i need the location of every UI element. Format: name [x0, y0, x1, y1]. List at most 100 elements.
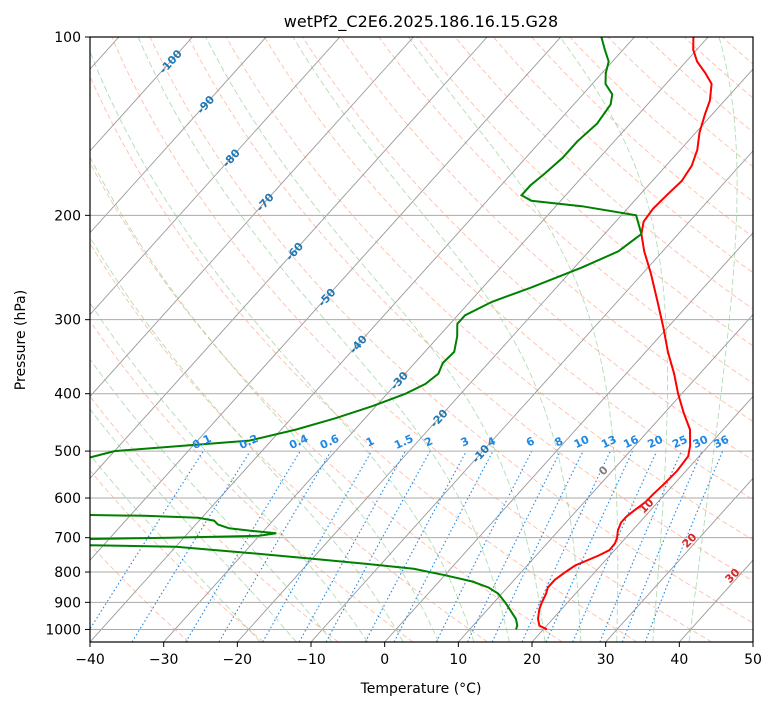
y-tick-label: 200: [54, 208, 81, 224]
mixing-ratio-label: 0.4: [287, 432, 310, 452]
mixing-ratio-line: [298, 450, 406, 642]
moist-adiabat: [137, 37, 510, 642]
chart-title: wetPf2_C2E6.2025.186.16.15.G28: [284, 12, 558, 32]
x-tick-label: −20: [223, 652, 253, 668]
moist-adiabat: [90, 236, 404, 642]
plot-area: -100-90-80-70-60-50-40-30-20-100.1 0.2 0.4…: [90, 37, 775, 642]
x-tick-label: 30: [597, 652, 615, 668]
mixing-ratio-line: [621, 450, 703, 642]
y-tick-label: 700: [54, 531, 81, 547]
mixing-ratio-label: 8: [553, 434, 565, 449]
dry-adiabat: [264, 37, 753, 501]
plot-frame: [89, 36, 754, 643]
isotherm-line: [384, 232, 753, 642]
mixing-ratio-label: 16: [621, 433, 641, 451]
x-tick-label: 50: [744, 652, 762, 668]
dry-adiabat: [149, 37, 753, 624]
moist-adiabat: [688, 37, 738, 642]
mixing-ratio-label: 10: [572, 433, 592, 451]
temperature-profile: [536, 37, 713, 631]
y-tick-label: 600: [54, 491, 81, 507]
moist-adiabat: [90, 302, 369, 642]
dry-adiabat: [761, 37, 775, 642]
mixing-ratio-line: [90, 450, 204, 630]
moist-adiabat: [90, 408, 297, 642]
y-tick-label: 300: [54, 313, 81, 329]
isotherm-line: [90, 37, 193, 152]
y-tick-label: 100: [54, 30, 81, 46]
mixing-ratio-label: 6: [524, 434, 537, 449]
isotherm-line: [236, 68, 753, 642]
mixing-ratio-line: [131, 450, 251, 642]
moist-adiabat: [90, 454, 261, 642]
dry-adiabat: [90, 469, 264, 642]
isotherm-line: [90, 37, 341, 316]
dry-adiabat: [531, 37, 753, 238]
moist-adiabat: [90, 156, 439, 642]
x-tick-label: −30: [149, 652, 179, 668]
mixing-ratio-line: [364, 450, 467, 642]
dry-adiabat: [569, 37, 753, 203]
y-tick-label: 900: [54, 595, 81, 611]
isotherm-line: [90, 37, 488, 479]
mixing-ratio-line: [185, 450, 301, 642]
mixing-ratio-line: [325, 450, 431, 642]
moist-adiabat: [559, 37, 668, 642]
mixing-ratio-label: 30: [691, 433, 711, 451]
dry-adiabat: [454, 37, 753, 310]
isotherm-line: [163, 37, 709, 642]
moist-adiabat: [292, 37, 582, 642]
isotherm-line: [90, 37, 562, 561]
mixing-ratio-label: 20: [646, 433, 666, 451]
mixing-ratio-label: 0.2: [237, 432, 260, 452]
x-tick-label: −40: [75, 652, 105, 668]
isotherm-label: -100: [157, 47, 185, 76]
isotherm-line: [605, 477, 753, 642]
mixing-ratio-label: 1.5: [392, 432, 415, 452]
mixing-ratio-line: [491, 450, 584, 642]
dry-adiabat: [378, 37, 753, 384]
mixing-ratio-line: [644, 450, 724, 642]
y-tick-label: 500: [54, 444, 81, 460]
isotherm-line: [457, 313, 753, 642]
mixing-ratio-line: [572, 450, 658, 642]
y-tick-label: 1000: [45, 622, 81, 638]
dry-adiabat: [187, 37, 753, 582]
isotherm-line: [678, 559, 753, 642]
moist-adiabat: [90, 358, 333, 642]
mixing-ratio-label: 13: [599, 433, 618, 451]
dry-adiabat: [302, 37, 753, 461]
mixing-ratio-line: [521, 450, 611, 642]
dry-adiabat: [90, 395, 339, 642]
dry-adiabat: [225, 37, 753, 541]
x-axis-label: Temperature (°C): [360, 681, 482, 697]
moist-adiabat: [90, 50, 475, 642]
x-tick-label: 20: [523, 652, 541, 668]
y-axis-label: Pressure (hPa): [13, 290, 29, 390]
moist-adiabat: [408, 37, 619, 642]
y-tick-label: 400: [54, 387, 81, 403]
dry-adiabat: [90, 75, 638, 642]
x-tick-label: 0: [380, 652, 389, 668]
isotherm-line: [90, 37, 635, 642]
y-tick-label: 800: [54, 565, 81, 581]
dry-adiabat: [683, 37, 753, 99]
isotherm-line: [531, 395, 753, 642]
mixing-ratio-label: 1: [364, 434, 376, 449]
isotherm-line: [90, 37, 414, 398]
mixing-ratio-label: 25: [670, 433, 689, 451]
x-tick-label: −10: [296, 652, 326, 668]
dry-adiabat: [90, 242, 488, 642]
isotherm-line: [90, 37, 267, 234]
theta-label: 40: [766, 599, 775, 619]
theta-label: 20: [680, 530, 700, 550]
mixing-ratio-line: [599, 450, 682, 642]
theta-label: 10: [637, 496, 657, 516]
dry-adiabat: [90, 320, 414, 642]
mixing-ratio-label: 36: [712, 433, 732, 451]
dry-adiabat: [493, 37, 753, 274]
mixing-ratio-line: [262, 450, 373, 642]
moist-adiabat: [205, 37, 546, 642]
axis-ticks: −40 −30 −20 −10 0 10 20 30 40 5010020030040050060…: [45, 30, 762, 668]
